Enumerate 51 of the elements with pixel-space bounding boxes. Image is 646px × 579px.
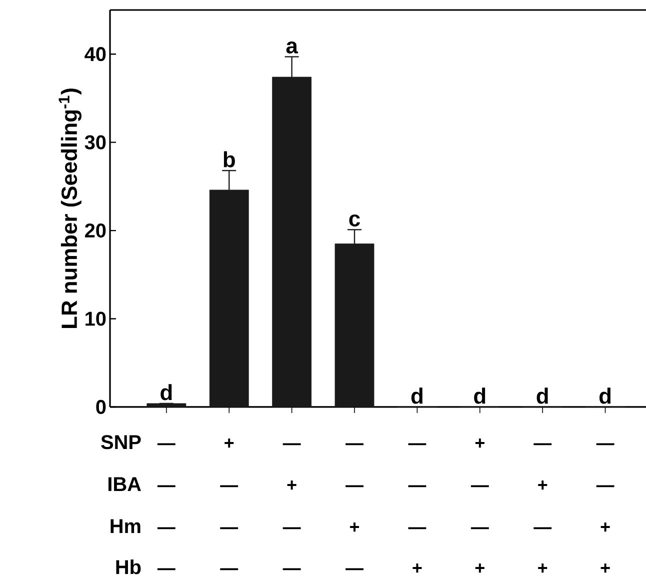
y-tick-label: 40 xyxy=(84,47,106,62)
text: + xyxy=(538,563,548,573)
text: — xyxy=(408,485,426,488)
bar xyxy=(146,403,186,408)
text: SNP xyxy=(101,435,141,450)
data-label: d xyxy=(599,388,611,404)
y-tick-label: 30 xyxy=(84,135,106,150)
text: — xyxy=(470,527,489,530)
text: — xyxy=(534,527,552,530)
text: + xyxy=(287,480,296,490)
text: Hm xyxy=(110,519,140,533)
text: — xyxy=(157,527,176,530)
data-label: c xyxy=(349,214,360,226)
data-label: d xyxy=(536,388,548,404)
text: — xyxy=(220,568,238,570)
text: + xyxy=(350,522,360,532)
text: — xyxy=(220,485,238,488)
text: — xyxy=(346,443,364,446)
text: + xyxy=(475,438,484,448)
text: — xyxy=(408,443,426,446)
text: — xyxy=(346,485,364,488)
text: — xyxy=(282,443,301,446)
text: + xyxy=(600,563,610,573)
text: + xyxy=(475,563,484,573)
data-label: a xyxy=(286,42,298,54)
text: — xyxy=(534,443,552,446)
text: — xyxy=(596,485,614,488)
y-axis-title: LR number (Seedling$^{-1}$) xyxy=(58,88,82,328)
text: + xyxy=(600,522,610,532)
text: — xyxy=(220,527,238,530)
text: — xyxy=(596,443,614,446)
text: IBA xyxy=(108,477,141,491)
text: + xyxy=(538,480,548,490)
data-label: d xyxy=(160,384,172,400)
text: + xyxy=(224,438,234,448)
data-label: d xyxy=(411,388,422,404)
data-label: d xyxy=(474,388,486,404)
text: — xyxy=(408,527,426,530)
text: — xyxy=(470,485,489,488)
text: + xyxy=(412,563,422,573)
text: — xyxy=(346,568,364,570)
text: — xyxy=(282,527,301,530)
text: — xyxy=(157,485,176,488)
text: — xyxy=(157,443,176,446)
y-tick-label: 20 xyxy=(85,223,106,238)
text: — xyxy=(157,568,176,570)
data-label: b xyxy=(224,151,235,168)
text: — xyxy=(282,568,301,570)
text: Hb xyxy=(116,560,141,574)
y-tick-label: 10 xyxy=(86,312,106,326)
y-tick-label: 0 xyxy=(96,400,106,414)
